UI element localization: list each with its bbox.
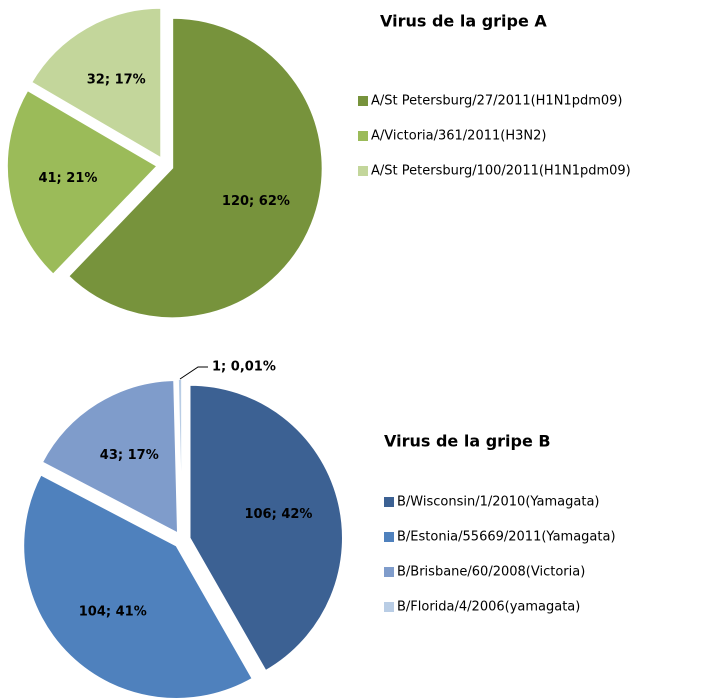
data-label: 106; 42% bbox=[244, 507, 312, 522]
chart-title: Virus de la gripe B bbox=[384, 432, 551, 451]
legend-label: B/Wisconsin/1/2010(Yamagata) bbox=[397, 495, 600, 510]
pie-slice bbox=[67, 17, 324, 319]
legend-swatch bbox=[358, 166, 368, 176]
legend-label: A/St Petersburg/100/2011(H1N1pdm09) bbox=[371, 164, 631, 179]
legend-label: B/Brisbane/60/2008(Victoria) bbox=[397, 565, 585, 580]
legend-swatch bbox=[384, 602, 394, 612]
data-label: 43; 17% bbox=[100, 448, 159, 463]
chart-title: Virus de la gripe A bbox=[380, 12, 547, 31]
legend-label: B/Estonia/55669/2011(Yamagata) bbox=[397, 530, 616, 545]
pie-slice bbox=[177, 378, 183, 533]
legend-label: A/Victoria/361/2011(H3N2) bbox=[371, 129, 546, 144]
legend-swatch bbox=[384, 567, 394, 577]
data-label: 104; 41% bbox=[79, 604, 147, 619]
legend-label: A/St Petersburg/27/2011(H1N1pdm09) bbox=[371, 94, 622, 109]
leader-line bbox=[179, 366, 209, 380]
pie-slice bbox=[41, 379, 179, 535]
pie-slice bbox=[22, 473, 254, 700]
legend-swatch bbox=[384, 532, 394, 542]
data-label: 120; 62% bbox=[222, 194, 290, 209]
data-label: 41; 21% bbox=[38, 171, 97, 186]
pie-slice bbox=[30, 7, 162, 160]
data-label: 32; 17% bbox=[87, 72, 146, 87]
legend-swatch bbox=[384, 497, 394, 507]
legend-label: B/Florida/4/2006(yamagata) bbox=[397, 600, 580, 615]
legend-swatch bbox=[358, 131, 368, 141]
data-label: 1; 0,01% bbox=[212, 360, 276, 375]
pie-slice bbox=[188, 384, 344, 672]
legend-swatch bbox=[358, 96, 368, 106]
pie-slice bbox=[6, 89, 159, 276]
